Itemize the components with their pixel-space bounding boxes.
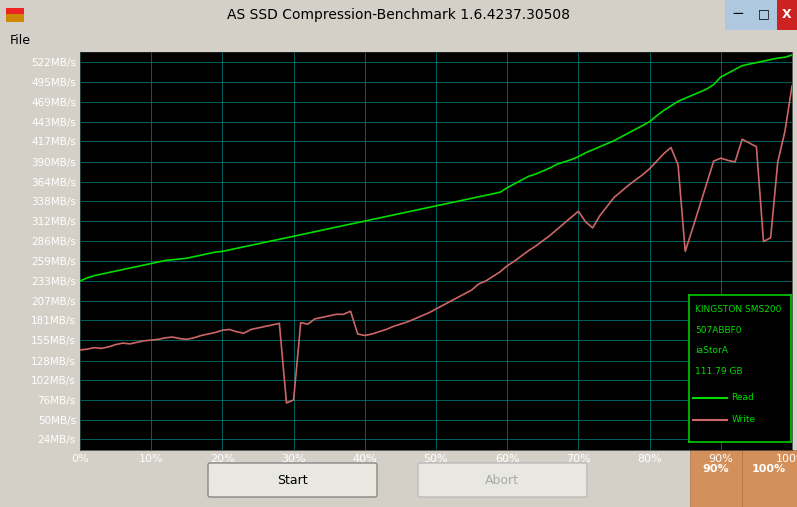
Text: 90%: 90% <box>703 464 729 474</box>
Bar <box>690 450 742 507</box>
FancyBboxPatch shape <box>418 463 587 497</box>
Bar <box>6 8 24 22</box>
FancyBboxPatch shape <box>208 463 377 497</box>
Text: 100%: 100% <box>752 464 786 474</box>
Text: Abort: Abort <box>485 474 519 487</box>
Bar <box>751 0 777 30</box>
Text: −: − <box>732 6 744 20</box>
Bar <box>742 450 797 507</box>
Bar <box>725 0 751 30</box>
Bar <box>6 8 24 14</box>
Bar <box>777 0 797 30</box>
Text: X: X <box>782 9 791 21</box>
Text: AS SSD Compression-Benchmark 1.6.4237.30508: AS SSD Compression-Benchmark 1.6.4237.30… <box>227 8 570 22</box>
Text: Start: Start <box>277 474 308 487</box>
Text: File: File <box>10 34 31 48</box>
Text: □: □ <box>758 8 770 20</box>
